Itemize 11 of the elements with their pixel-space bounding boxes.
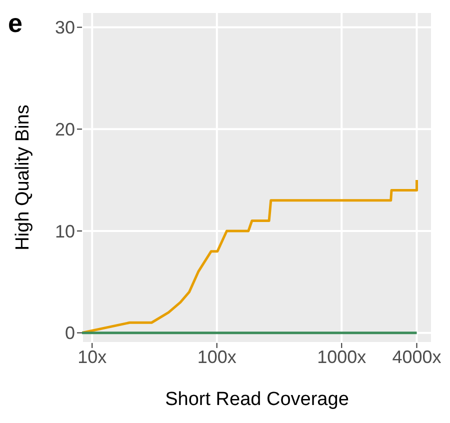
x-tick-label: 1000x	[317, 346, 366, 367]
y-tick-label: 30	[54, 18, 75, 38]
x-tick-label: 10x	[78, 346, 107, 367]
text: e	[8, 8, 22, 39]
x-axis-title: Short Read Coverage	[165, 389, 349, 410]
y-axis-title: High Quality Bins	[12, 104, 34, 250]
y-tick-label: 10	[54, 221, 75, 242]
y-tick-label: 0	[64, 323, 75, 344]
x-tick-label: 4000x	[392, 346, 442, 367]
y-tick-label: 20	[54, 120, 75, 140]
x-tick-label: 100x	[197, 346, 236, 367]
